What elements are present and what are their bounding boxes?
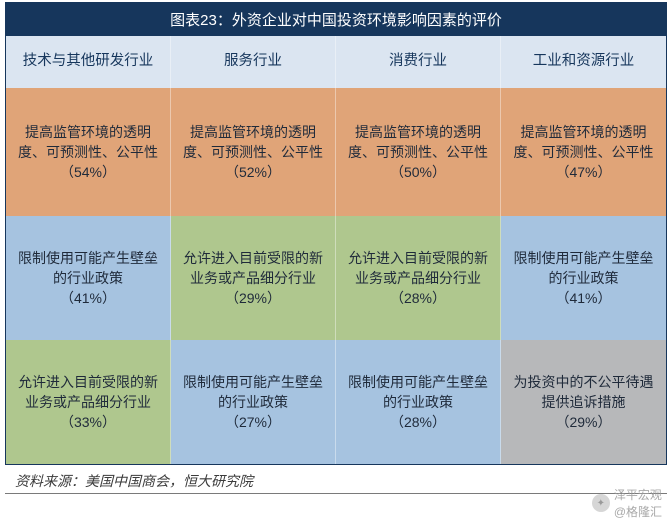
data-cell: 允许进入目前受限的新业务或产品细分行业（28%） bbox=[336, 216, 501, 340]
data-cell: 允许进入目前受限的新业务或产品细分行业（33%） bbox=[6, 340, 171, 464]
wechat-icon: ✦ bbox=[592, 494, 610, 512]
col-header: 工业和资源行业 bbox=[501, 36, 666, 88]
cell-text: 限制使用可能产生壁垒的行业政策 bbox=[348, 374, 488, 410]
cell-text: 限制使用可能产生壁垒的行业政策 bbox=[514, 250, 654, 286]
cell-text: 提高监管环境的透明度、可预测性、公平性 bbox=[18, 124, 158, 160]
data-cell: 提高监管环境的透明度、可预测性、公平性（54%） bbox=[6, 88, 171, 216]
watermark-sub: @格隆汇 bbox=[614, 505, 662, 519]
data-cell: 允许进入目前受限的新业务或产品细分行业（29%） bbox=[171, 216, 336, 340]
watermark-name: 泽平宏观 bbox=[614, 488, 662, 502]
cell-pct: （50%） bbox=[344, 162, 492, 182]
watermark: ✦ 泽平宏观 @格隆汇 bbox=[592, 486, 662, 520]
header-row: 技术与其他研发行业 服务行业 消费行业 工业和资源行业 bbox=[6, 36, 666, 88]
data-cell: 限制使用可能产生壁垒的行业政策（41%） bbox=[6, 216, 171, 340]
data-cell: 限制使用可能产生壁垒的行业政策（41%） bbox=[501, 216, 666, 340]
data-row-2: 限制使用可能产生壁垒的行业政策（41%） 允许进入目前受限的新业务或产品细分行业… bbox=[6, 216, 666, 340]
cell-pct: （52%） bbox=[179, 162, 327, 182]
data-cell: 提高监管环境的透明度、可预测性、公平性（47%） bbox=[501, 88, 666, 216]
cell-pct: （27%） bbox=[179, 412, 327, 432]
chart-title: 图表23：外资企业对中国投资环境影响因素的评价 bbox=[6, 3, 666, 36]
cell-text: 允许进入目前受限的新业务或产品细分行业 bbox=[18, 374, 158, 410]
cell-pct: （41%） bbox=[14, 288, 162, 308]
data-cell: 为投资中的不公平待遇提供追诉措施（29%） bbox=[501, 340, 666, 464]
col-header: 服务行业 bbox=[171, 36, 336, 88]
cell-pct: （28%） bbox=[344, 412, 492, 432]
cell-text: 允许进入目前受限的新业务或产品细分行业 bbox=[348, 250, 488, 286]
data-cell: 提高监管环境的透明度、可预测性、公平性（50%） bbox=[336, 88, 501, 216]
cell-text: 提高监管环境的透明度、可预测性、公平性 bbox=[183, 124, 323, 160]
data-cell: 限制使用可能产生壁垒的行业政策（27%） bbox=[171, 340, 336, 464]
data-row-1: 提高监管环境的透明度、可预测性、公平性（54%） 提高监管环境的透明度、可预测性… bbox=[6, 88, 666, 216]
data-cell: 限制使用可能产生壁垒的行业政策（28%） bbox=[336, 340, 501, 464]
cell-pct: （41%） bbox=[509, 288, 658, 308]
cell-pct: （54%） bbox=[14, 162, 162, 182]
cell-pct: （29%） bbox=[179, 288, 327, 308]
cell-pct: （33%） bbox=[14, 412, 162, 432]
chart-container: 图表23：外资企业对中国投资环境影响因素的评价 技术与其他研发行业 服务行业 消… bbox=[5, 2, 667, 465]
data-cell: 提高监管环境的透明度、可预测性、公平性（52%） bbox=[171, 88, 336, 216]
cell-pct: （47%） bbox=[509, 162, 658, 182]
cell-text: 提高监管环境的透明度、可预测性、公平性 bbox=[348, 124, 488, 160]
source-line: 资料来源：美国中国商会，恒大研究院 bbox=[5, 465, 667, 494]
cell-pct: （29%） bbox=[509, 412, 658, 432]
cell-text: 限制使用可能产生壁垒的行业政策 bbox=[183, 374, 323, 410]
cell-text: 为投资中的不公平待遇提供追诉措施 bbox=[514, 374, 654, 410]
data-row-3: 允许进入目前受限的新业务或产品细分行业（33%） 限制使用可能产生壁垒的行业政策… bbox=[6, 340, 666, 464]
cell-text: 允许进入目前受限的新业务或产品细分行业 bbox=[183, 250, 323, 286]
col-header: 消费行业 bbox=[336, 36, 501, 88]
col-header: 技术与其他研发行业 bbox=[6, 36, 171, 88]
cell-text: 提高监管环境的透明度、可预测性、公平性 bbox=[514, 124, 654, 160]
cell-text: 限制使用可能产生壁垒的行业政策 bbox=[18, 250, 158, 286]
cell-pct: （28%） bbox=[344, 288, 492, 308]
